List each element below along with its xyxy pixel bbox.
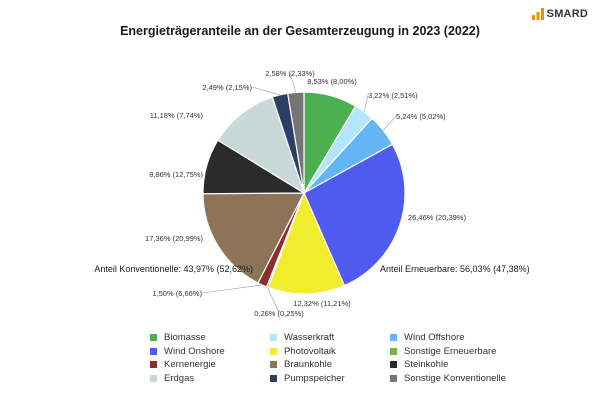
legend-item: Biomasse	[150, 331, 270, 345]
pie-slice-erdgas	[217, 96, 306, 195]
legend-label: Pumpspeicher	[284, 372, 345, 384]
legend-item: Wind Onshore	[150, 345, 270, 359]
slice-data-label: 17,36% (20,99%)	[145, 234, 203, 243]
legend-swatch	[270, 361, 277, 369]
legend-label: Wasserkraft	[284, 332, 335, 344]
slice-data-label: 2,49% (2,15%)	[202, 83, 252, 92]
slice-data-label: 8,53% (8,00%)	[307, 77, 357, 86]
chart-title: Energieträgeranteile an der Gesamterzeug…	[120, 24, 480, 38]
legend-label: Sonstige Konventionelle	[404, 372, 506, 384]
pie-slice-sonstige-konventionelle	[287, 91, 305, 194]
legend-item: Wind Offshore	[390, 331, 510, 345]
brand-logo: SMARD	[531, 8, 588, 20]
leader-line	[363, 94, 369, 112]
slice-data-label: 2,58% (2,33%)	[265, 69, 315, 78]
leader-line	[201, 284, 263, 294]
legend-item: Sonstige Konventionelle	[390, 372, 510, 386]
brand-name: SMARD	[546, 8, 588, 20]
slice-data-label: 3,22% (2,51%)	[368, 91, 418, 100]
legend-swatch	[390, 347, 397, 355]
chart-legend: Biomasse Wasserkraft Wind Offshore Wind Ons…	[150, 331, 510, 385]
slice-data-label: 12,32% (11,21%)	[293, 299, 351, 308]
legend-swatch	[270, 374, 277, 382]
annotation-conventional-share: Anteil Konventionelle: 43,97% (52,62%)	[94, 264, 253, 274]
smard-bars-icon	[531, 8, 544, 20]
slice-data-label: 5,24% (5,02%)	[396, 112, 446, 121]
legend-label: Photovoltaik	[284, 345, 336, 357]
pie-chart: 8,53% (8,00%) 3,22% (2,51%) 5,24% (5,02%) 2…	[94, 69, 530, 318]
legend-item: Sonstige Erneuerbare	[390, 345, 510, 359]
legend-swatch	[150, 374, 157, 382]
legend-swatch	[270, 347, 277, 355]
legend-label: Steinkohle	[404, 359, 449, 371]
leader-line	[251, 86, 281, 96]
legend-label: Wind Offshore	[404, 332, 465, 344]
legend-swatch	[270, 334, 277, 342]
legend-swatch	[390, 374, 397, 382]
legend-item: Erdgas	[150, 372, 270, 386]
legend-label: Sonstige Erneuerbare	[404, 345, 497, 357]
legend-label: Kernenergie	[164, 359, 216, 371]
legend-item: Wasserkraft	[270, 331, 390, 345]
legend-item: Photovoltaik	[270, 345, 390, 359]
slice-data-label: 26,46% (20,39%)	[408, 213, 466, 222]
leader-line	[383, 115, 397, 131]
slice-data-label: 0,26% (0,25%)	[254, 309, 304, 318]
pie-slice-photovoltaik	[267, 191, 346, 295]
legend-swatch	[150, 347, 157, 355]
legend-swatch	[390, 361, 397, 369]
legend-item: Pumpspeicher	[270, 372, 390, 386]
legend-swatch	[390, 334, 397, 342]
legend-label: Erdgas	[164, 372, 195, 384]
legend-label: Braunkohle	[284, 359, 333, 371]
annotation-renewable-share: Anteil Erneuerbare: 56,03% (47,38%)	[380, 264, 530, 274]
leader-line	[267, 287, 280, 314]
legend-item: Braunkohle	[270, 358, 390, 372]
slice-data-label: 11,18% (7,74%)	[150, 111, 204, 120]
legend-label: Wind Onshore	[164, 345, 225, 357]
legend-item: Steinkohle	[390, 358, 510, 372]
legend-item: Kernenergie	[150, 358, 270, 372]
legend-swatch	[150, 361, 157, 369]
legend-label: Biomasse	[164, 332, 206, 344]
pie-slice-braunkohle	[202, 192, 305, 284]
slice-data-label: 8,86% (12,75%)	[149, 170, 203, 179]
legend-swatch	[150, 334, 157, 342]
leader-line	[289, 72, 297, 93]
slice-data-label: 1,50% (6,66%)	[152, 289, 202, 298]
